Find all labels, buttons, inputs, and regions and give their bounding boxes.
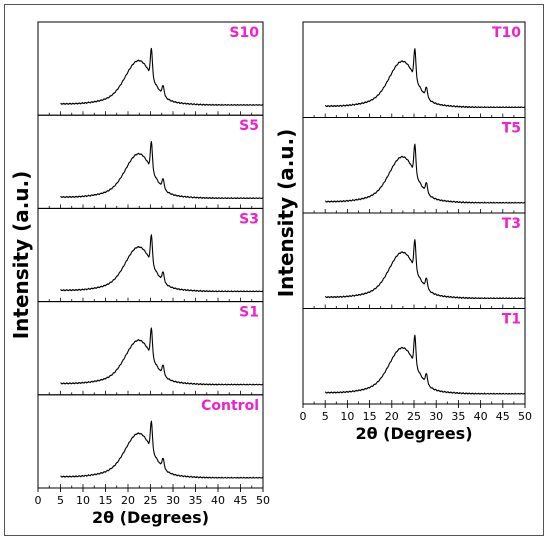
sample-label-control: Control: [201, 398, 259, 414]
sample-label-t1: T1: [502, 312, 521, 328]
xrd-trace-s10: [60, 47, 263, 106]
xrd-trace-s5: [60, 141, 263, 199]
sample-label-s5: S5: [239, 118, 259, 134]
x-tick-label: 0: [35, 494, 42, 507]
x-tick-label: 15: [363, 410, 377, 423]
panel-frame-s5: [37, 114, 264, 209]
panel-frame-s1: [37, 301, 264, 396]
xrd-trace-s1: [60, 327, 263, 386]
y-axis-title: Intensity (a.u.): [9, 171, 33, 340]
x-tick-label: 10: [340, 410, 354, 423]
x-tick-label: 20: [121, 494, 135, 507]
x-tick-label: 30: [166, 494, 180, 507]
x-tick-label: 5: [57, 494, 64, 507]
x-tick-label: 45: [234, 494, 248, 507]
sample-label-t10: T10: [492, 25, 521, 41]
xrd-trace-t3: [324, 239, 525, 300]
x-tick-label: 10: [76, 494, 90, 507]
xrd-trace-t10: [324, 48, 525, 109]
x-axis-title: 2θ (Degrees): [92, 508, 209, 527]
panel-frame-t1: [302, 308, 526, 405]
x-tick-label: 45: [496, 410, 510, 423]
panel-frame-t5: [302, 117, 526, 214]
x-tick-label: 50: [256, 494, 270, 507]
sample-label-s3: S3: [239, 211, 259, 227]
x-tick-label: 35: [451, 410, 465, 423]
x-tick-label: 15: [99, 494, 113, 507]
x-tick-label: 0: [300, 410, 307, 423]
xrd-trace-control: [60, 420, 263, 479]
x-tick-label: 30: [429, 410, 443, 423]
y-axis-title: Intensity (a.u.): [274, 129, 298, 298]
x-tick-label: 40: [474, 410, 488, 423]
xrd-trace-t5: [324, 143, 525, 204]
x-tick-label: 25: [407, 410, 421, 423]
figure-frame: [4, 4, 544, 536]
x-tick-label: 35: [189, 494, 203, 507]
xrd-trace-t1: [324, 334, 525, 395]
x-tick-label: 40: [211, 494, 225, 507]
x-tick-label: 5: [322, 410, 329, 423]
x-tick-label: 20: [385, 410, 399, 423]
sample-label-s1: S1: [239, 305, 259, 321]
sample-label-t3: T3: [502, 216, 521, 232]
sample-label-s10: S10: [229, 25, 259, 41]
xrd-trace-s3: [60, 234, 263, 293]
panel-frame-s3: [37, 207, 264, 303]
sample-label-t5: T5: [502, 121, 521, 137]
x-tick-label: 50: [518, 410, 532, 423]
x-axis-title: 2θ (Degrees): [355, 424, 472, 443]
x-tick-label: 25: [144, 494, 158, 507]
panel-frame-t3: [302, 212, 526, 309]
